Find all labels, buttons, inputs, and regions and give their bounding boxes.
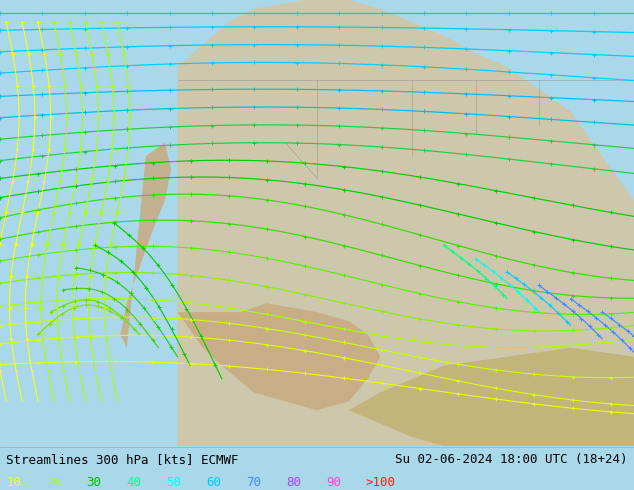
Text: 50: 50 (166, 476, 181, 489)
Text: Streamlines 300 hPa [kts] ECMWF: Streamlines 300 hPa [kts] ECMWF (6, 453, 239, 466)
Text: 20: 20 (46, 476, 61, 489)
Text: >100: >100 (366, 476, 396, 489)
Polygon shape (349, 348, 634, 446)
Text: 10: 10 (6, 476, 22, 489)
Polygon shape (178, 0, 634, 446)
Text: 40: 40 (126, 476, 141, 489)
Text: Su 02-06-2024 18:00 UTC (18+24): Su 02-06-2024 18:00 UTC (18+24) (395, 453, 628, 466)
Text: 60: 60 (206, 476, 221, 489)
Text: 80: 80 (286, 476, 301, 489)
Text: 90: 90 (326, 476, 341, 489)
Polygon shape (178, 303, 380, 410)
Text: 70: 70 (246, 476, 261, 489)
Text: 30: 30 (86, 476, 101, 489)
Polygon shape (120, 143, 171, 348)
